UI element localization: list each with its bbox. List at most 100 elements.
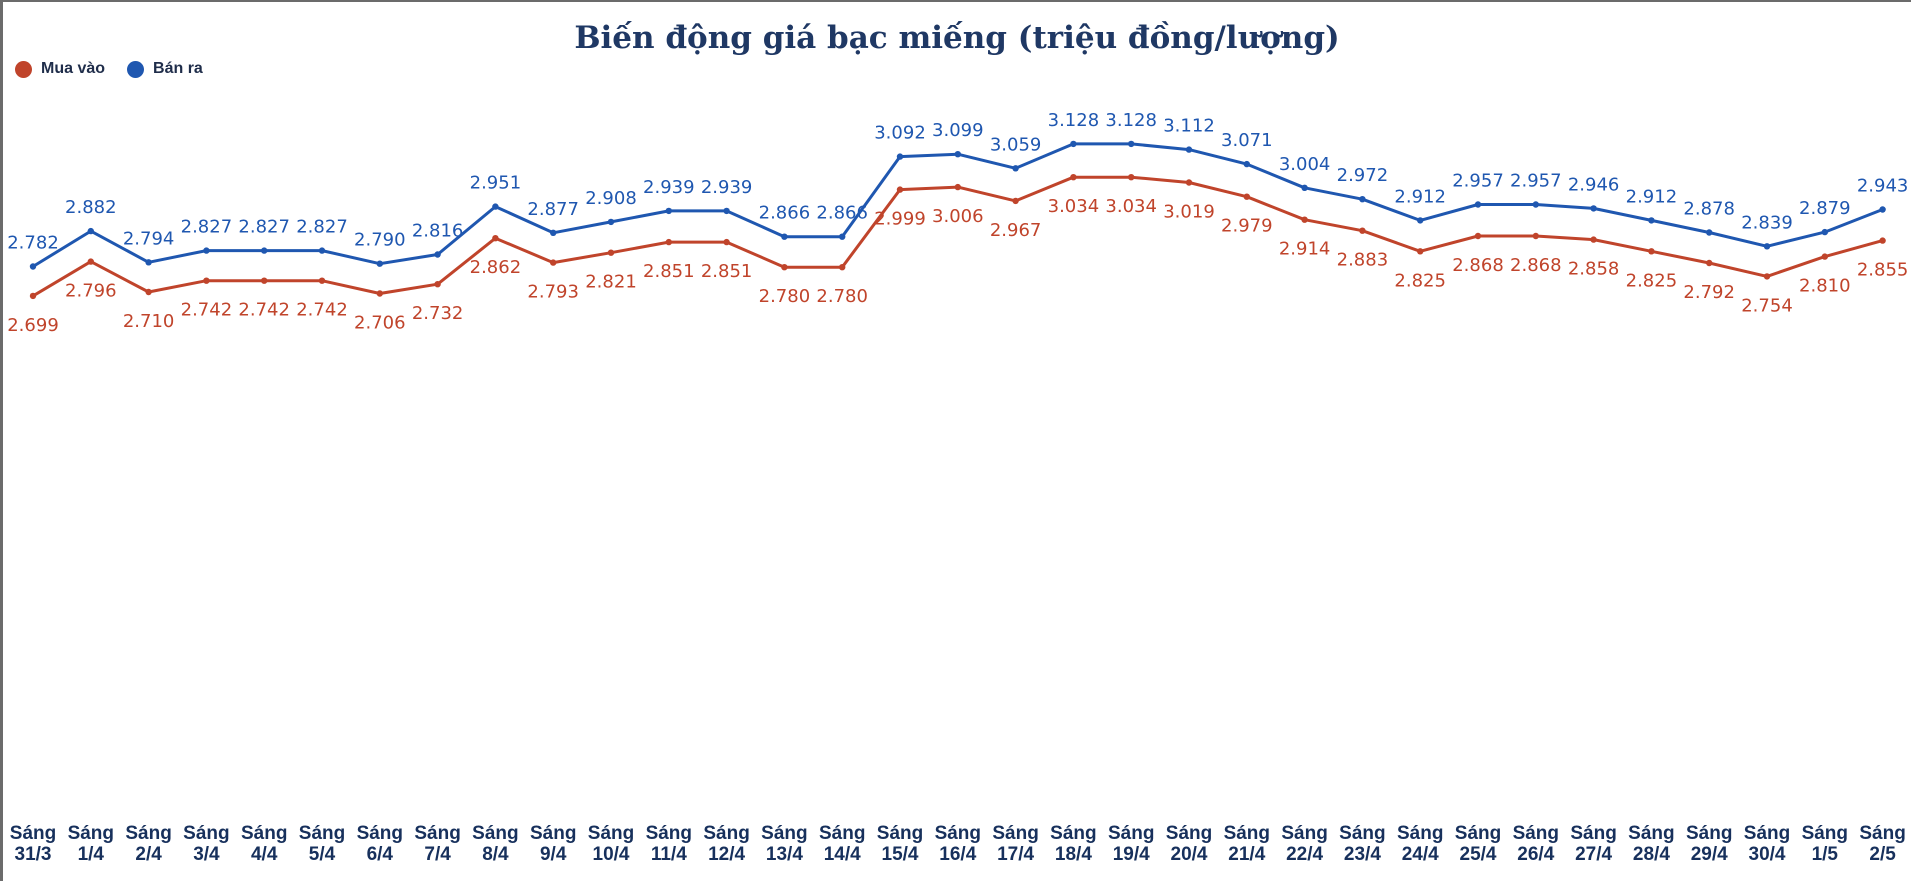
data-point [954,183,961,191]
data-point [1070,174,1077,181]
x-tick-label: Sáng 27/4 [1570,823,1616,865]
data-point [665,207,672,215]
data-label: 2.914 [1279,239,1331,260]
data-label: 2.825 [1626,270,1678,291]
data-point [1648,217,1655,224]
data-label: 2.868 [1452,255,1504,276]
data-label: 2.868 [1510,255,1562,276]
data-point [1243,193,1251,200]
x-tick-label: Sáng 1/5 [1802,823,1848,865]
data-point [550,259,557,266]
x-tick-label: Sáng 2/4 [125,823,171,865]
legend-dot-ban-ra [127,60,145,78]
x-tick-label: Sáng 20/4 [1166,823,1212,865]
data-label: 2.939 [701,177,753,198]
x-tick-label: Sáng 7/4 [414,823,460,865]
data-label: 2.827 [181,217,233,238]
data-label: 3.099 [932,120,984,141]
data-point [376,290,383,297]
data-point [1648,248,1655,255]
data-point [1532,232,1540,240]
x-tick-label: Sáng 2/5 [1859,823,1905,865]
data-label: 2.979 [1221,216,1273,237]
legend-item-mua-vao: Mua vào [15,60,105,78]
x-tick-label: Sáng 26/4 [1513,823,1559,865]
data-label: 2.816 [412,221,464,242]
data-point [896,186,904,193]
legend-label-mua-vao: Mua vào [41,60,106,77]
x-tick-label: Sáng 9/4 [530,823,576,865]
data-label: 2.827 [238,217,290,238]
data-point [1301,184,1308,191]
data-label: 2.742 [296,300,348,321]
data-point [261,247,268,254]
data-label: 2.879 [1799,198,1851,219]
data-label: 2.810 [1799,276,1851,297]
data-point [203,247,210,254]
data-point [318,247,326,254]
data-point [1474,201,1482,208]
chart-title: Biến động giá bạc miếng (triệu đồng/lượn… [574,20,1340,56]
x-tick-label: Sáng 1/4 [68,823,114,865]
data-label: 2.939 [643,177,695,198]
data-point [550,229,557,236]
x-tick-label: Sáng 25/4 [1455,823,1501,865]
data-label: 2.957 [1452,171,1504,192]
data-label: 2.827 [296,217,348,238]
data-label: 2.851 [643,261,695,282]
data-point [1301,216,1308,223]
data-point [492,203,499,210]
data-label: 3.006 [932,206,984,227]
x-tick-label: Sáng 14/4 [819,823,865,865]
x-tick-label: Sáng 13/4 [761,823,807,865]
data-label: 3.004 [1279,154,1331,175]
x-tick-label: Sáng 4/4 [241,823,287,865]
data-label: 2.912 [1626,186,1678,207]
data-label: 2.877 [527,199,579,220]
data-label: 2.742 [181,300,233,321]
data-point [607,249,615,256]
data-label: 2.908 [585,188,637,209]
data-point [1879,206,1886,213]
data-label: 3.128 [1105,110,1157,131]
data-label: 3.019 [1163,202,1215,223]
data-point [1763,273,1771,280]
data-label: 2.999 [874,209,926,230]
x-tick-label: Sáng 10/4 [588,823,634,865]
data-point [492,235,499,242]
data-point [1359,227,1366,234]
data-point [1821,253,1829,260]
data-point [145,288,152,296]
data-label: 2.790 [354,230,406,251]
data-point [434,251,441,258]
data-label: 2.946 [1568,174,1620,195]
x-tick-label: Sáng 29/4 [1686,823,1732,865]
data-label: 2.851 [701,261,753,282]
data-point [1417,217,1424,224]
data-label: 2.732 [412,303,464,324]
x-tick-label: Sáng 6/4 [357,823,403,865]
data-label: 2.912 [1394,186,1446,207]
data-label: 2.866 [816,203,868,224]
data-label: 2.780 [759,286,811,307]
data-point [1590,236,1597,243]
data-point [1590,205,1597,212]
data-label: 2.943 [1857,176,1909,197]
legend-item-ban-ra: Bán ra [127,60,203,78]
x-tick-label: Sáng 28/4 [1628,823,1674,865]
data-label: 2.839 [1741,212,1793,233]
legend-label-ban-ra: Bán ra [153,60,203,77]
data-point [1185,179,1193,186]
data-point [261,277,268,284]
data-label: 2.699 [7,315,59,336]
x-tick-label: Sáng 21/4 [1224,823,1270,865]
data-point [1532,201,1540,208]
data-point [781,233,788,240]
data-point [954,151,961,158]
data-label: 2.821 [585,272,637,293]
data-point [1763,243,1771,250]
data-point [1417,248,1424,255]
data-point [1012,165,1019,172]
